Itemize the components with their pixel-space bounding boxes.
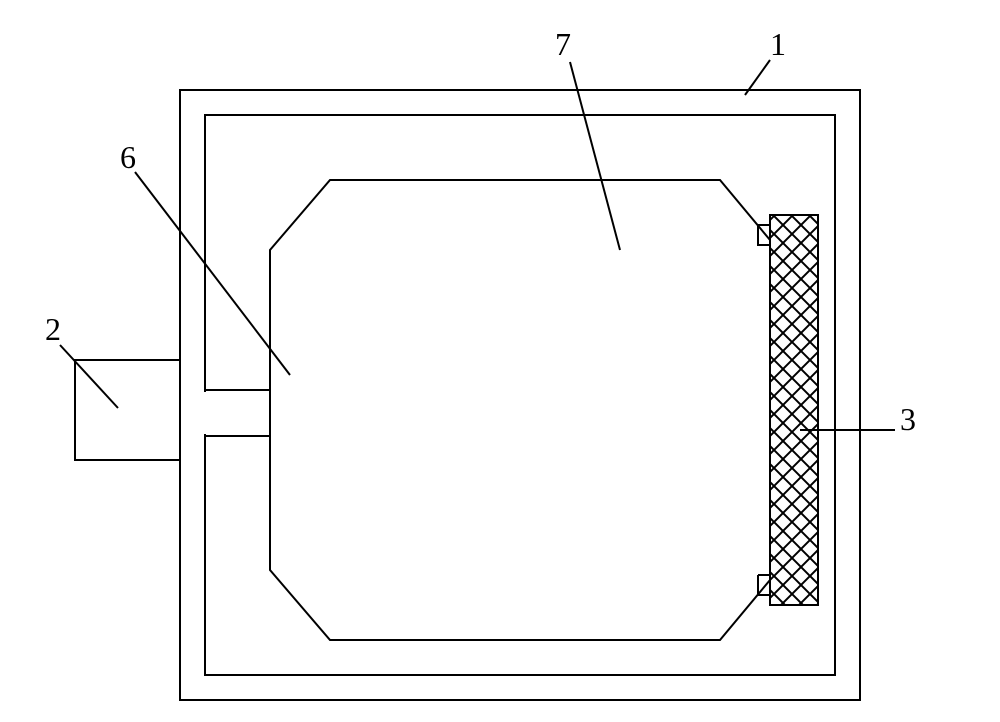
inner-housing [205, 115, 835, 675]
label-l7: 7 [555, 26, 571, 62]
leader-l6 [135, 172, 290, 375]
label-l2: 2 [45, 311, 61, 347]
drum-outline [270, 180, 770, 640]
label-l6: 6 [120, 139, 136, 175]
leader-l2 [60, 345, 118, 408]
outer-housing [180, 90, 860, 700]
motor-box [75, 360, 180, 460]
hatched-panel [770, 215, 818, 605]
label-l3: 3 [900, 401, 916, 437]
shaft-wall-gap [204, 392, 207, 434]
label-l1: 1 [770, 26, 786, 62]
